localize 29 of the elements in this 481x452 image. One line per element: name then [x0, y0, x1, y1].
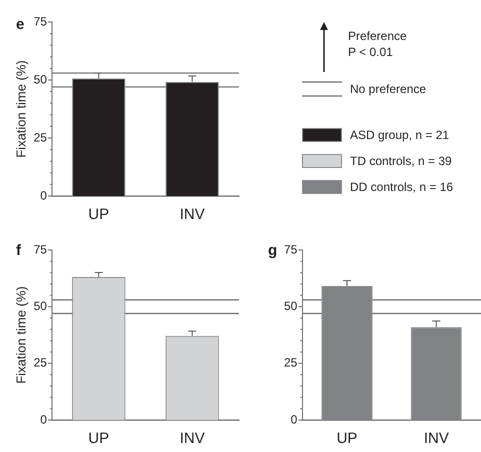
chart-title: e [16, 16, 24, 33]
legend-label: ASD group, n = 21 [350, 128, 450, 142]
y-axis-title: Fixation time (%) [13, 286, 28, 384]
y-tick-label: 25 [34, 130, 48, 144]
y-tick-label: 75 [34, 242, 48, 256]
y-tick-label: 0 [290, 412, 298, 426]
x-tick-label: INV [180, 430, 205, 448]
text: P < 0.01 [348, 44, 394, 60]
y-tick-label: 50 [284, 298, 298, 313]
text: Preference [348, 28, 407, 44]
y-tick-label: 75 [284, 242, 298, 256]
y-axis-title: Fixation time (%) [13, 60, 28, 158]
legend-label: No preference [350, 82, 426, 96]
x-tick-label: UP [88, 206, 110, 224]
x-tick-label: INV [180, 206, 205, 224]
x-tick-label: INV [424, 430, 449, 448]
y-tick-label: 50 [34, 72, 48, 86]
y-tick-label: 0 [40, 188, 48, 202]
chart-title: g [268, 242, 278, 259]
y-tick-label: 25 [34, 356, 48, 370]
legend-label: TD controls, n = 39 [350, 154, 452, 168]
legend-label: DD controls, n = 16 [350, 180, 454, 194]
x-tick-label: UP [88, 430, 110, 448]
y-tick-label: 25 [284, 356, 298, 370]
chart-title: f [16, 242, 21, 259]
x-tick-label: UP [336, 430, 358, 448]
y-tick-label: 0 [40, 412, 48, 426]
y-tick-label: 50 [34, 298, 48, 313]
y-tick-label: 75 [34, 14, 48, 28]
